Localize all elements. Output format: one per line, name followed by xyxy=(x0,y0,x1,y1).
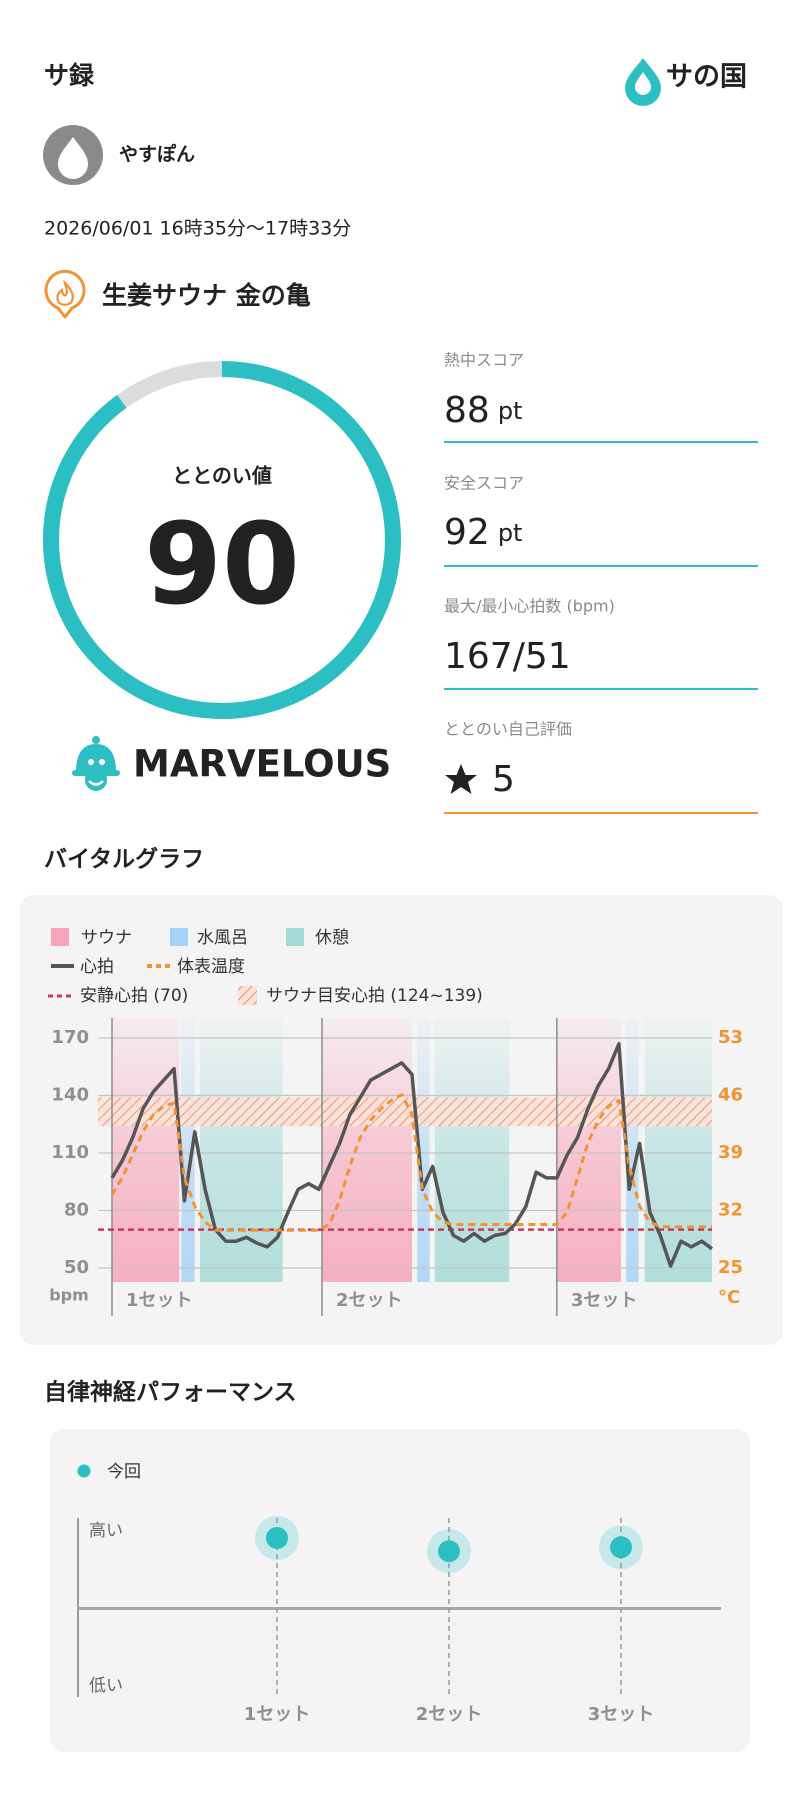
rating-icon xyxy=(72,736,120,791)
x-tick-label: 1セット xyxy=(244,1704,311,1725)
y-tick-label: 低い xyxy=(89,1676,123,1696)
phase-region xyxy=(626,1018,639,1282)
phase-region xyxy=(434,1018,510,1282)
point xyxy=(610,1536,632,1559)
metric-number: 92 xyxy=(444,512,490,553)
metric-value: 88 pt xyxy=(444,390,522,431)
legend-label: 今回 xyxy=(107,1462,141,1482)
temperature-line xyxy=(110,1093,712,1232)
legend-swatch xyxy=(51,928,69,946)
legend-label: 安静心拍 (70) xyxy=(80,986,188,1006)
x-tick-label: 2セット xyxy=(416,1704,483,1725)
score-value: 90 xyxy=(144,500,300,630)
legend-label: 心拍 xyxy=(80,957,114,977)
x-tick-label: 1セット xyxy=(126,1290,193,1311)
y2-axis-label: °C xyxy=(718,1287,740,1308)
metric-label: 最大/最小心拍数 (bpm) xyxy=(444,597,615,616)
gauge-arc xyxy=(43,361,401,719)
legend-label: サウナ目安心拍 (124~139) xyxy=(266,986,483,1006)
heart-rate-line xyxy=(110,1042,714,1268)
legend-label: サウナ xyxy=(81,928,132,948)
rating-text: MARVELOUS xyxy=(133,743,391,786)
app-title: サ録 xyxy=(44,61,95,90)
user-name: やすぽん xyxy=(119,143,195,166)
metric-value: 5 xyxy=(492,759,515,800)
y-tick-label: 170 xyxy=(51,1027,89,1048)
legend-label: 水風呂 xyxy=(197,928,248,948)
brand-logo[interactable]: サの国 xyxy=(625,58,747,106)
logo-drop-inner xyxy=(635,72,651,95)
y2-tick-label: 53 xyxy=(718,1027,743,1048)
facility-name[interactable]: 生姜サウナ 金の亀 xyxy=(102,281,311,310)
phase-region xyxy=(417,1018,430,1282)
y2-tick-label: 25 xyxy=(718,1257,743,1278)
avatar-drop xyxy=(58,137,88,179)
phase-region xyxy=(112,1018,180,1282)
section-title: バイタルグラフ xyxy=(44,846,204,873)
point xyxy=(266,1526,288,1549)
y-tick-label: 高い xyxy=(89,1521,123,1541)
x-tick-label: 3セット xyxy=(588,1704,655,1725)
metric-unit: pt xyxy=(498,397,523,425)
y-tick-label: 50 xyxy=(64,1257,89,1278)
score-label: ととのい値 xyxy=(172,464,272,488)
session-datetime: 2026/06/01 16時35分〜17時33分 xyxy=(44,218,351,240)
y-axis-label: bpm xyxy=(49,1286,89,1305)
y2-tick-label: 32 xyxy=(718,1200,743,1221)
score-gauge xyxy=(43,361,401,719)
star-icon xyxy=(445,764,477,794)
point xyxy=(438,1540,460,1563)
phase-region xyxy=(181,1018,195,1282)
section-title: 自律神経パフォーマンス xyxy=(44,1379,297,1406)
metric-number: 88 xyxy=(444,390,490,431)
y-tick-label: 110 xyxy=(51,1142,89,1163)
metric-label: 熱中スコア xyxy=(444,351,524,370)
x-tick-label: 3セット xyxy=(571,1290,638,1311)
x-tick-label: 2セット xyxy=(336,1290,403,1311)
metric-label: ととのい自己評価 xyxy=(444,720,572,739)
legend-swatch xyxy=(170,928,188,946)
chart-card xyxy=(50,1429,750,1752)
metric-value: 167/51 xyxy=(444,636,571,677)
brand-name: サの国 xyxy=(666,62,747,93)
legend-swatch xyxy=(238,986,257,1005)
legend-dot xyxy=(77,1464,91,1478)
metric-value: 92 pt xyxy=(444,512,522,553)
legend-swatch xyxy=(286,928,304,946)
phase-region xyxy=(644,1018,712,1282)
y-tick-label: 80 xyxy=(64,1200,89,1221)
y2-tick-label: 39 xyxy=(718,1142,743,1163)
legend-label: 休憩 xyxy=(315,928,349,948)
metric-unit: pt xyxy=(498,519,523,547)
metric-label: 安全スコア xyxy=(444,474,524,493)
facility-icon xyxy=(44,269,86,319)
y-tick-label: 140 xyxy=(51,1085,89,1106)
y2-tick-label: 46 xyxy=(718,1085,743,1106)
legend-label: 体表温度 xyxy=(177,957,245,977)
